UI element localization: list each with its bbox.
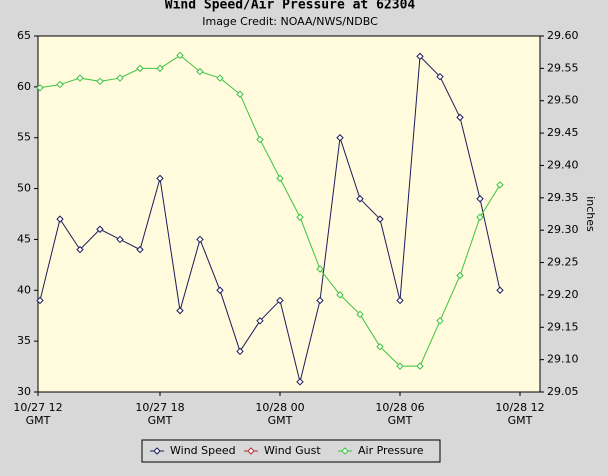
data-point: [156, 174, 164, 183]
y-tick-label: 55: [17, 131, 31, 144]
data-point: [476, 213, 484, 221]
data-point: [376, 342, 384, 351]
data-point: [296, 213, 304, 221]
series-line: [39, 55, 501, 382]
data-point: [76, 74, 84, 82]
y2-tick-label: 29.10: [547, 353, 579, 366]
data-point: [296, 378, 304, 386]
data-point: [316, 265, 324, 273]
data-point: [136, 64, 144, 73]
plot-area: [37, 35, 541, 393]
y-tick-label: 30: [17, 385, 31, 398]
data-point: [256, 317, 264, 325]
data-point: [116, 235, 124, 244]
y-tick-label: 60: [17, 80, 31, 93]
data-point: [136, 245, 144, 254]
y2-tick-label: 29.60: [547, 29, 579, 42]
data-point: [416, 362, 424, 370]
data-point: [216, 74, 224, 82]
data-point: [256, 135, 264, 144]
data-point: [76, 245, 84, 254]
data-point: [156, 64, 164, 73]
y2-tick-label: 29.40: [547, 158, 579, 171]
data-point: [56, 215, 64, 223]
data-point: [276, 296, 284, 305]
chart-title: Wind Speed/Air Pressure at 62304: [165, 0, 416, 13]
data-point: [116, 74, 124, 82]
data-point: [336, 291, 344, 299]
x-tick-label: 10/27 18 GMT: [135, 401, 185, 427]
data-point: [336, 134, 344, 142]
data-point: [56, 80, 64, 89]
chart-subtitle: Image Credit: NOAA/NWS/NDBC: [202, 15, 378, 28]
x-tick-label: 10/27 12 GMT: [13, 401, 63, 427]
y2-tick-label: 29.45: [547, 126, 579, 139]
data-point: [216, 286, 224, 294]
y2-tick-label: 29.50: [547, 94, 579, 107]
data-point: [436, 72, 444, 81]
legend-label: Air Pressure: [358, 444, 424, 457]
y2-tick-label: 29.25: [547, 256, 579, 269]
legend-label: Wind Speed: [170, 444, 236, 457]
data-point: [36, 84, 44, 92]
data-point: [496, 286, 504, 294]
y2-tick-label: 29.15: [547, 320, 579, 333]
data-point: [496, 181, 504, 189]
data-point: [176, 51, 184, 60]
y2-tick-label: 29.30: [547, 223, 579, 236]
y2-axis-label: inches: [584, 196, 597, 232]
y2-tick-label: 29.05: [547, 385, 579, 398]
legend-marker: [247, 447, 255, 455]
data-point: [376, 215, 384, 223]
data-point: [396, 362, 404, 370]
legend-box: [141, 439, 441, 463]
data-point: [176, 306, 184, 315]
data-point: [236, 90, 244, 98]
series-line: [39, 54, 501, 367]
data-point: [456, 271, 464, 280]
data-point: [396, 296, 404, 305]
y2-tick-label: 29.35: [547, 191, 579, 204]
data-point: [476, 195, 484, 203]
x-tick-label: 10/28 00 GMT: [255, 401, 305, 427]
legend-marker: [341, 447, 349, 455]
y2-tick-label: 29.20: [547, 288, 579, 301]
data-point: [316, 296, 324, 305]
y2-tick-label: 29.55: [547, 61, 579, 74]
legend-label: Wind Gust: [264, 444, 321, 457]
data-point: [236, 347, 244, 356]
data-point: [356, 195, 364, 203]
x-tick-label: 10/28 06 GMT: [375, 401, 425, 427]
data-point: [436, 317, 444, 325]
y-tick-label: 50: [17, 182, 31, 195]
data-point: [96, 77, 104, 86]
data-point: [96, 225, 104, 233]
data-point: [36, 296, 44, 305]
data-point: [356, 310, 364, 319]
legend-marker: [153, 447, 161, 455]
data-point: [196, 235, 204, 244]
data-point: [276, 174, 284, 183]
data-point: [196, 67, 204, 76]
y-tick-label: 65: [17, 29, 31, 42]
y-tick-label: 40: [17, 283, 31, 296]
data-point: [416, 52, 424, 61]
y-tick-label: 45: [17, 232, 31, 245]
y-tick-label: 35: [17, 334, 31, 347]
data-point: [456, 113, 464, 122]
x-tick-label: 10/28 12 GMT: [495, 401, 545, 427]
